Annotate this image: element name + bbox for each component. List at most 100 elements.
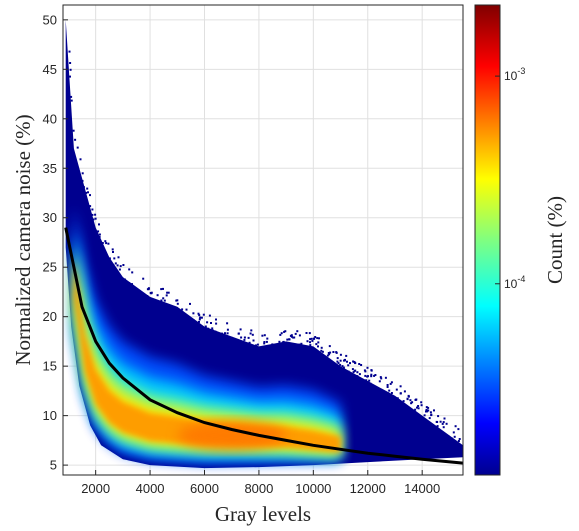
density-speck [243, 344, 246, 347]
density-speck [101, 248, 104, 251]
density-speck [443, 432, 446, 435]
density-speck [267, 352, 270, 355]
density-speck [224, 338, 227, 341]
colorbar-label: Count (%) [543, 196, 567, 284]
density-speck [211, 329, 214, 332]
density-speck [162, 297, 165, 300]
density-speck [353, 369, 356, 372]
density-speck [165, 294, 168, 297]
density-speck [76, 146, 79, 149]
density-speck [248, 341, 251, 344]
density-speck [403, 390, 406, 393]
density-speck [286, 338, 289, 341]
density-speck [208, 334, 211, 336]
density-speck [352, 360, 355, 363]
density-speck [240, 346, 243, 349]
x-tick-label: 2000 [81, 481, 110, 496]
density-speck [442, 436, 445, 439]
density-speck [370, 375, 373, 378]
density-speck [458, 448, 461, 451]
density-speck [279, 333, 282, 336]
density-speck [431, 430, 434, 432]
density-speck [175, 307, 178, 310]
density-speck [271, 343, 274, 346]
density-speck [251, 333, 254, 336]
density-speck [128, 282, 131, 285]
y-tick-label: 25 [43, 260, 57, 275]
density-speck [89, 205, 92, 208]
density-speck [436, 425, 439, 428]
density-speck [337, 366, 340, 369]
density-speck [105, 242, 108, 245]
density-speck [243, 336, 246, 339]
density-speck [112, 264, 115, 266]
density-speck [298, 343, 301, 346]
density-speck [442, 421, 445, 424]
density-speck [351, 368, 354, 371]
density-speck [189, 302, 191, 305]
y-axis-ticks: 5 10 15 20 25 30 35 40 45 50 [43, 12, 68, 473]
density-speck [81, 172, 84, 175]
density-speck [370, 373, 373, 376]
density-speck [230, 341, 233, 344]
density-speck [99, 242, 102, 245]
density-speck [98, 233, 101, 236]
density-speck [341, 365, 344, 368]
density-speck [156, 294, 159, 297]
density-speck [316, 337, 319, 340]
density-speck [131, 283, 133, 286]
density-speck [436, 421, 439, 423]
density-speck [335, 351, 338, 354]
density-speck [116, 273, 119, 276]
density-speck [94, 217, 97, 220]
density-speck [300, 342, 303, 345]
density-speck [410, 409, 413, 412]
density-speck [146, 296, 149, 299]
density-speck [362, 383, 365, 386]
x-tick-label: 6000 [190, 481, 219, 496]
density-speck [282, 340, 285, 343]
x-axis-label: Gray levels [215, 502, 311, 526]
density-speck [145, 300, 148, 303]
density-speck [118, 268, 121, 271]
density-speck [294, 332, 297, 335]
density-speck [444, 438, 447, 441]
density-speck [252, 339, 255, 342]
density-speck [451, 437, 453, 440]
density-speck [224, 332, 226, 335]
density-speck [248, 343, 251, 346]
density-speck [347, 370, 350, 373]
density-speck [362, 385, 365, 388]
density-speck [363, 369, 366, 372]
density-speck [265, 340, 268, 343]
density-speck [318, 337, 320, 340]
density-speck [85, 191, 88, 194]
density-speck [263, 341, 266, 343]
density-speck [452, 431, 455, 434]
density-speck [336, 357, 339, 360]
density-speck [407, 408, 409, 411]
density-speck [226, 332, 229, 335]
density-speck [237, 332, 240, 335]
density-speck [427, 409, 430, 412]
x-axis-ticks: 2000 4000 6000 8000 10000 12000 14000 [81, 470, 440, 496]
y-tick-label: 20 [43, 309, 57, 324]
density-speck [292, 346, 295, 349]
density-speck [89, 194, 91, 197]
density-speck [284, 330, 287, 333]
density-speck [223, 336, 226, 339]
density-speck [261, 334, 264, 337]
density-speck [445, 422, 448, 425]
density-speck [129, 288, 132, 291]
density-speck [425, 410, 427, 413]
density-speck [142, 277, 145, 280]
density-speck [119, 265, 122, 268]
density-speck [256, 348, 259, 351]
density-speck [188, 322, 191, 324]
density-speck [358, 363, 361, 365]
density-speck [160, 299, 163, 302]
density-speck [117, 256, 120, 259]
density-speck [374, 374, 377, 376]
density-speck [389, 382, 392, 385]
density-speck [214, 330, 217, 333]
